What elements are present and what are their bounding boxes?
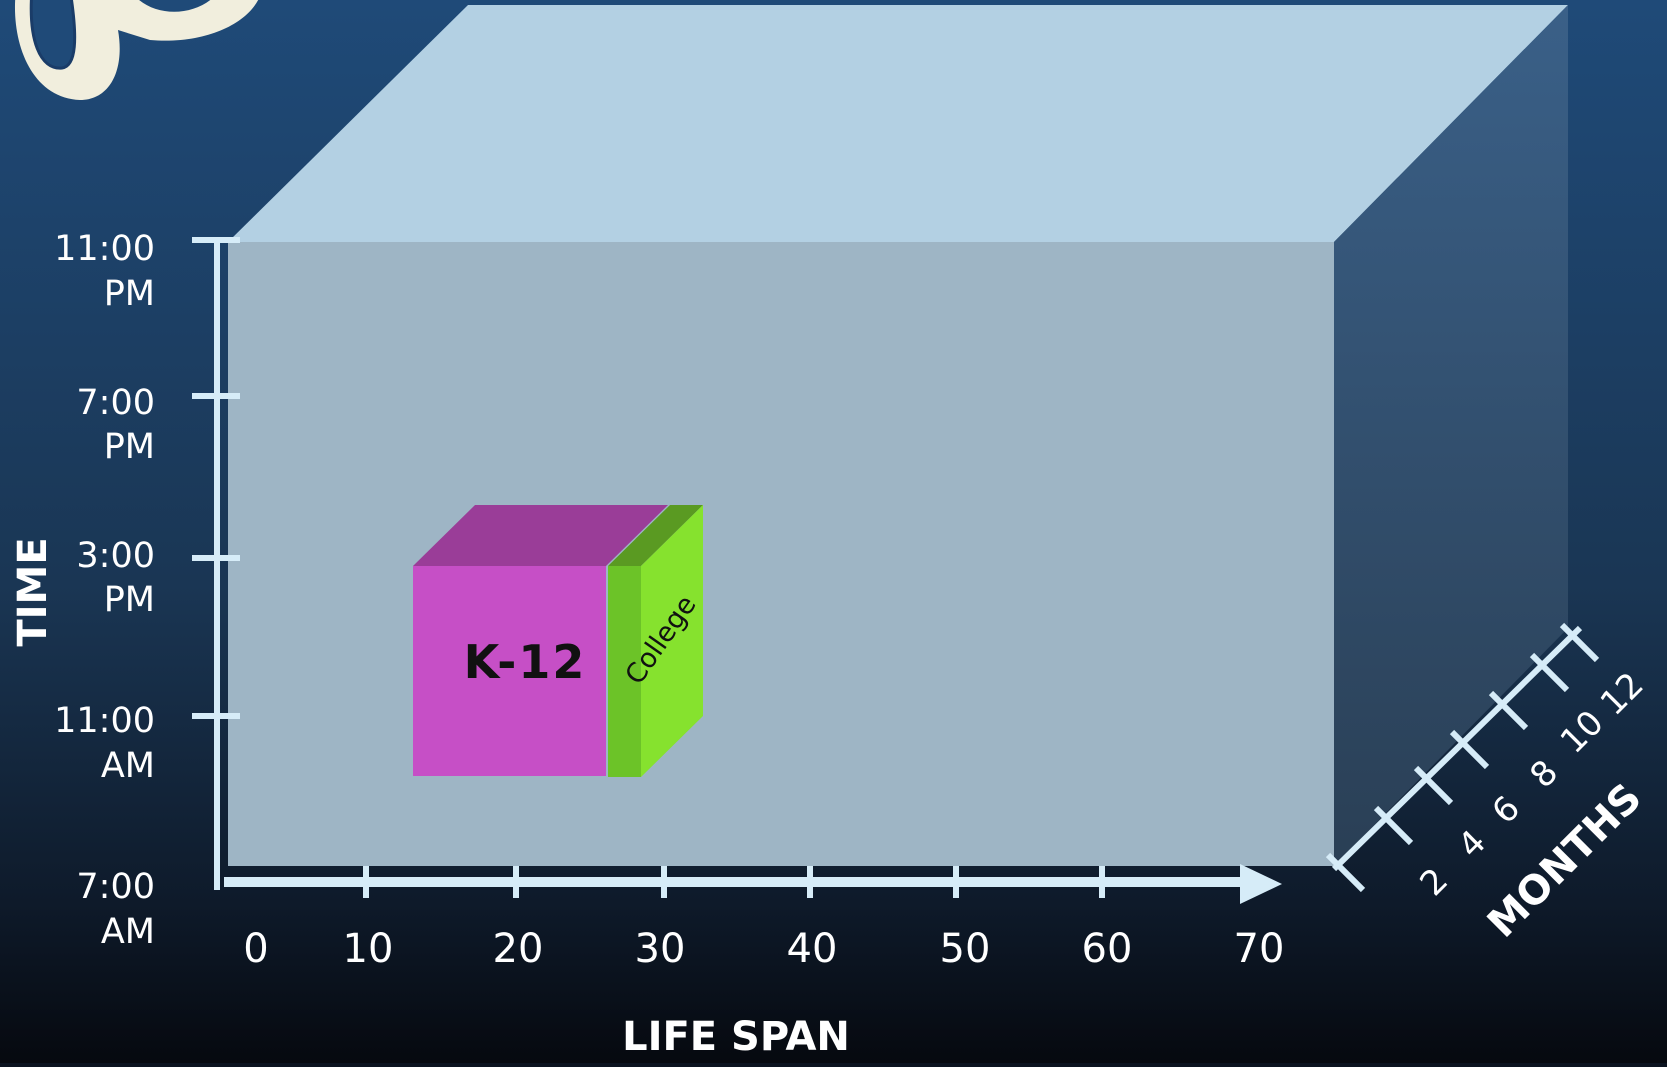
time-tick-label: PM — [104, 427, 155, 467]
life-span-tick-label: 20 — [493, 926, 544, 972]
life-span-tick-label: 70 — [1234, 926, 1285, 972]
months-axis-tick — [1373, 805, 1414, 846]
time-tick-label: 11:00 — [54, 701, 155, 741]
time-tick-label: 3:00 — [76, 536, 155, 576]
time-tick-label: AM — [101, 746, 155, 786]
months-axis-tick — [1413, 765, 1454, 806]
months-axis-tick — [1449, 729, 1490, 770]
time-axis — [192, 237, 240, 890]
life-span-tick-label: 50 — [940, 926, 991, 972]
life-span-tick-label: 30 — [635, 926, 686, 972]
life-span-axis-title: LIFE SPAN — [622, 1014, 850, 1060]
k12-front-face — [413, 566, 606, 776]
time-tick-labels: 11:00 PM 7:00 PM 3:00 PM 11:00 AM 7:00 A… — [54, 229, 155, 952]
life-span-tick-labels: 0 10 20 30 40 50 60 70 — [243, 926, 1284, 972]
months-axis-tick — [1559, 622, 1600, 663]
box-side-face — [1334, 5, 1568, 866]
months-axis-tick — [1529, 652, 1570, 693]
college-top-face — [608, 505, 703, 566]
time-axis-title: TIME — [10, 537, 56, 646]
months-axis-line — [1331, 625, 1583, 872]
months-axis-tick — [1325, 852, 1366, 893]
life-span-axis — [224, 864, 1282, 904]
life-span-arrow-icon — [1240, 864, 1282, 904]
k12-block: K-12 — [413, 505, 668, 776]
life-span-tick-label: 0 — [243, 926, 268, 972]
box-front-face — [228, 242, 1334, 866]
time-tick-label: PM — [104, 580, 155, 620]
life-span-tick-label: 60 — [1082, 926, 1133, 972]
life-span-tick-label: 10 — [343, 926, 394, 972]
k12-label: K-12 — [464, 635, 587, 689]
college-front-face — [608, 566, 641, 777]
months-axis-tick — [1488, 690, 1529, 731]
logo-fragment — [15, 0, 258, 100]
months-axis — [1325, 622, 1600, 893]
box-top-face — [228, 5, 1568, 242]
time-tick-label: 7:00 — [76, 383, 155, 423]
time-tick-label: 7:00 — [76, 867, 155, 907]
college-block: College — [608, 505, 703, 777]
college-side-face — [641, 505, 703, 777]
time-tick-label: PM — [104, 274, 155, 314]
time-tick-label: 11:00 — [54, 229, 155, 269]
life-span-tick-label: 40 — [787, 926, 838, 972]
time-tick-label: AM — [101, 912, 155, 952]
k12-top-face — [413, 505, 668, 566]
